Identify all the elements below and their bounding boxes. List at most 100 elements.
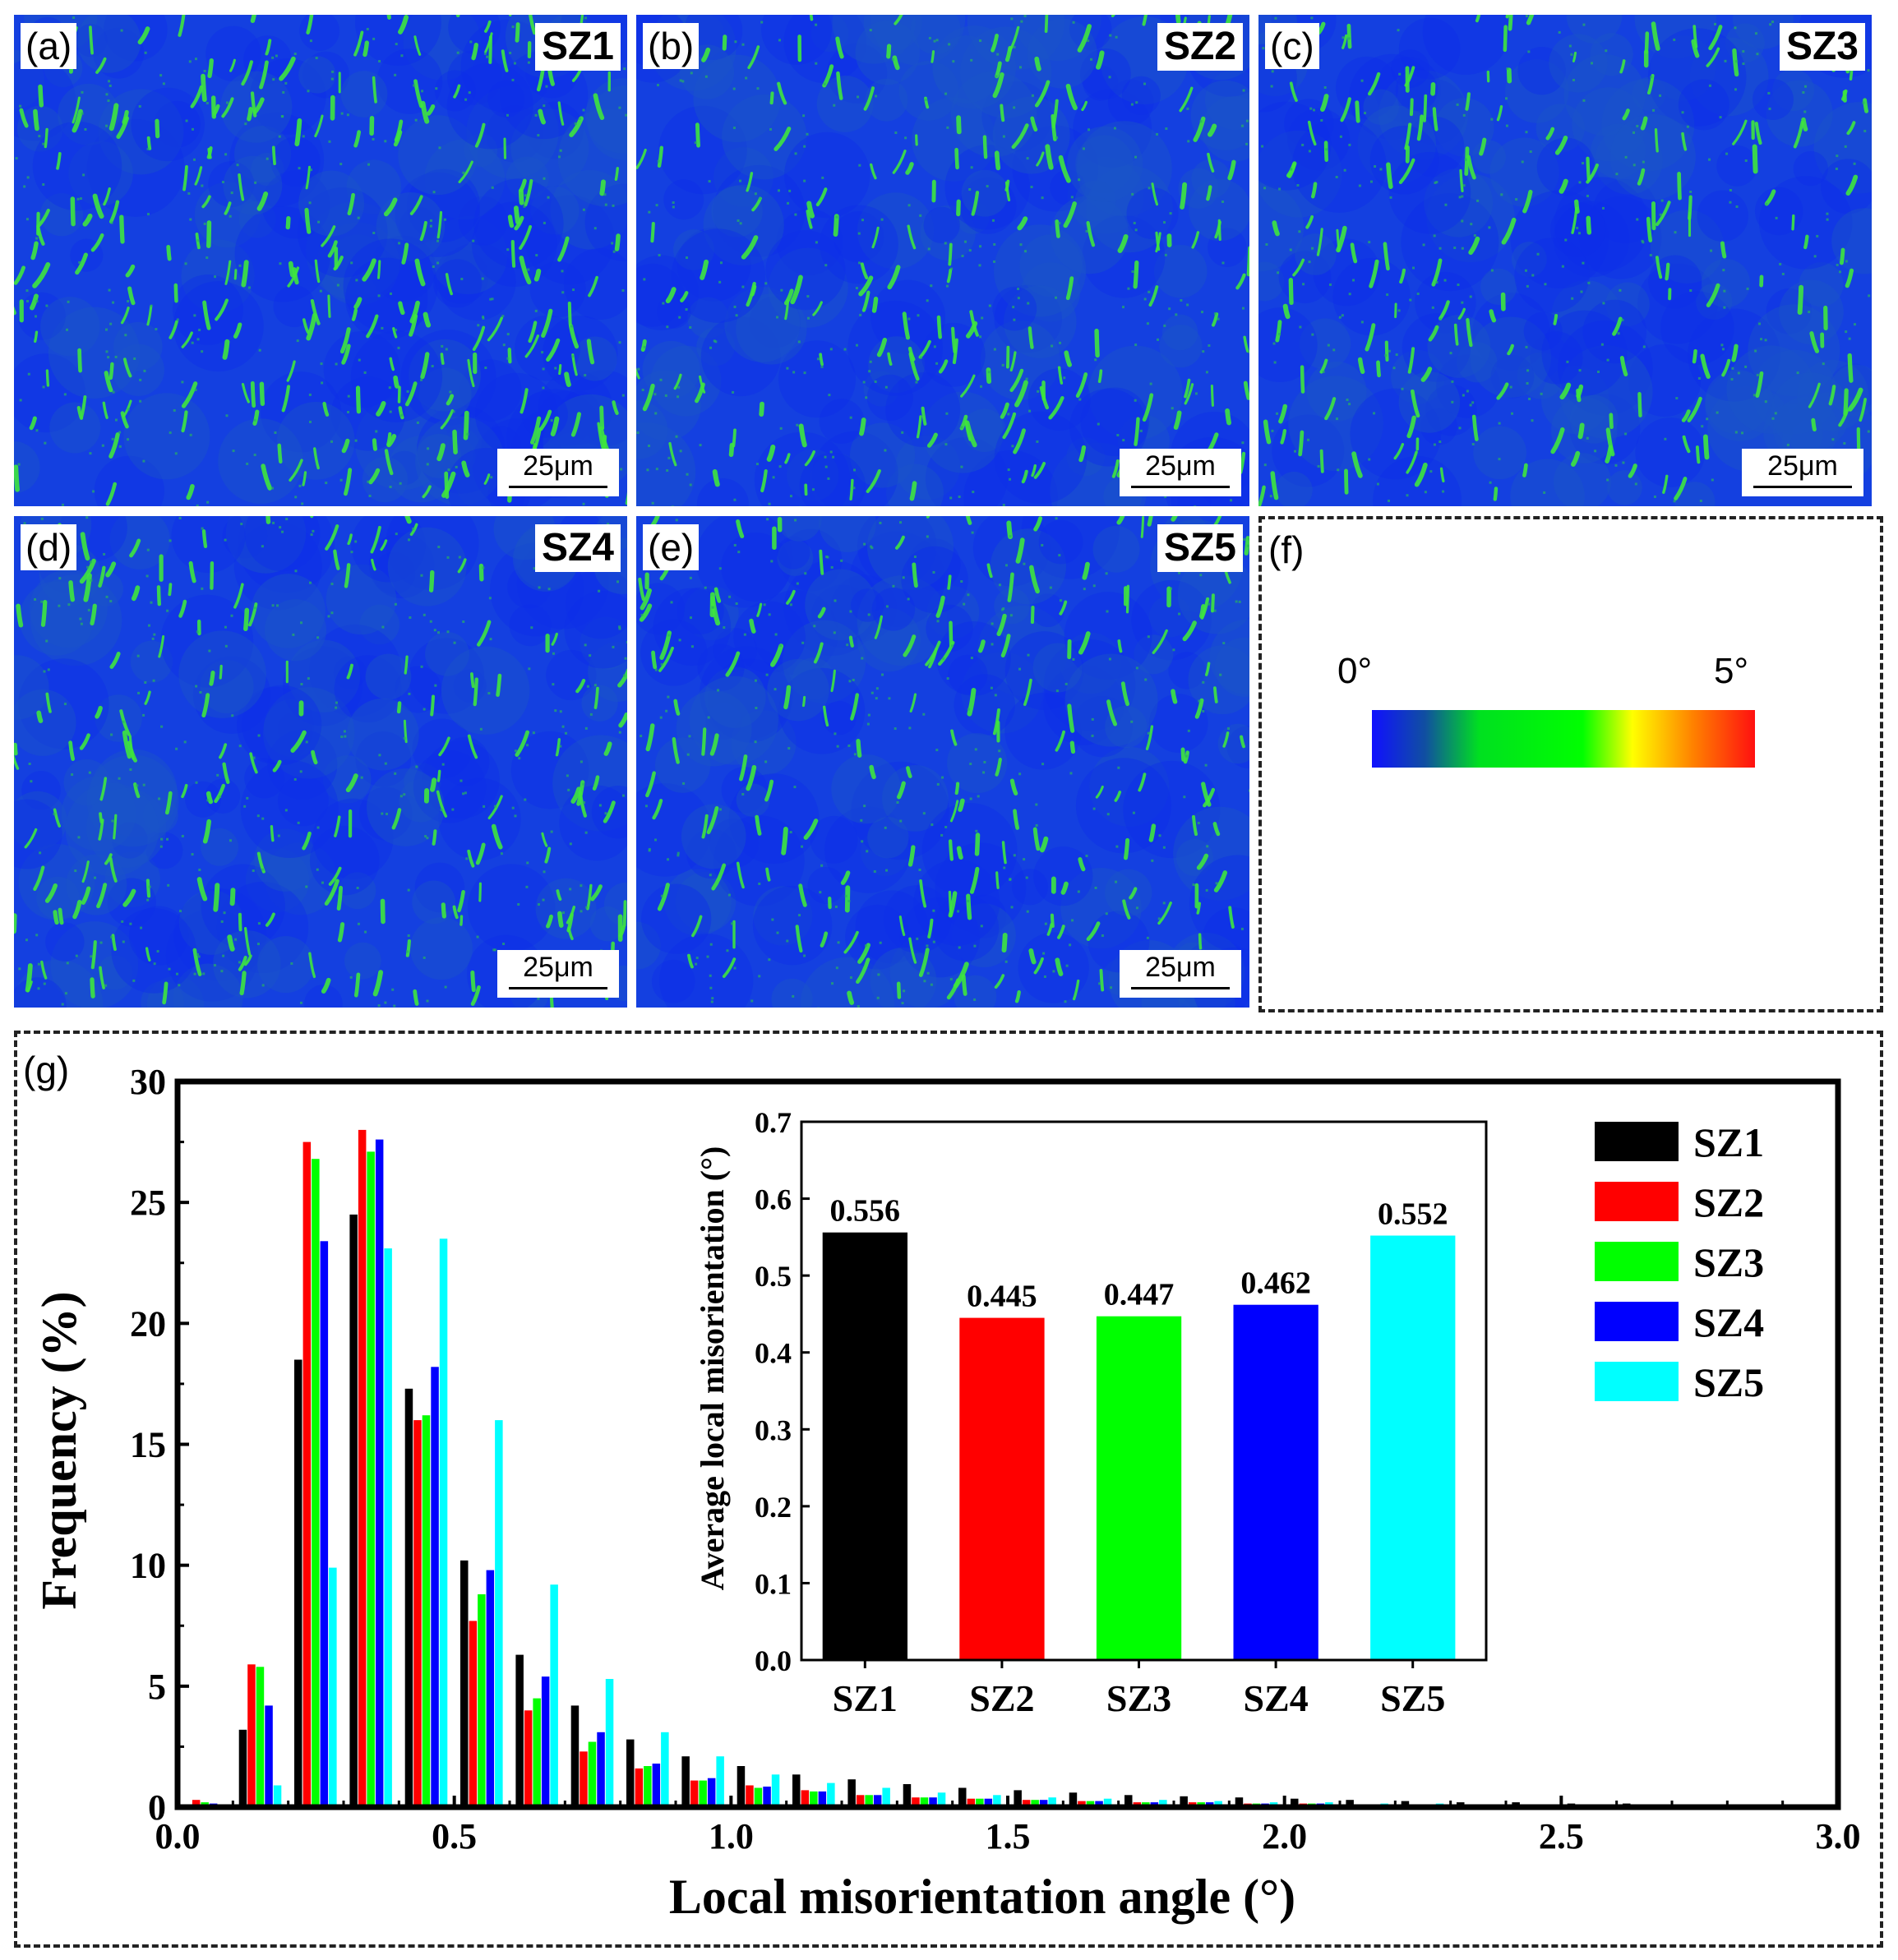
histogram-bar-sz4 (763, 1787, 771, 1807)
histogram-bar-sz2 (192, 1800, 201, 1807)
histogram-bar-sz5 (937, 1792, 946, 1807)
inset-category-label: SZ5 (1380, 1677, 1445, 1719)
histogram-bar-sz3 (976, 1798, 984, 1807)
y-tick-label: 10 (130, 1546, 166, 1586)
histogram-bar-sz2 (1022, 1800, 1031, 1807)
inset-y-tick-label: 0.7 (755, 1106, 792, 1139)
inset-value-label: 0.445 (967, 1280, 1037, 1314)
histogram-bar-sz2 (524, 1710, 533, 1807)
scale-bar: 25μm (1120, 950, 1241, 998)
legend-swatch-sz2 (1595, 1182, 1679, 1221)
histogram-bar-sz5 (993, 1795, 1001, 1807)
histogram-bar-sz2 (967, 1798, 976, 1807)
misorientation-map-image (14, 15, 627, 506)
histogram-bar-sz1 (737, 1766, 746, 1807)
histogram-bar-sz1 (1235, 1797, 1244, 1807)
histogram-bar-sz3 (478, 1594, 486, 1807)
scale-bar-label: 25μm (1767, 450, 1838, 482)
misorientation-map-image (14, 516, 627, 1008)
scale-bar-label: 25μm (1145, 450, 1216, 482)
colorbar-max-label: 5° (1714, 651, 1749, 691)
histogram-bar-sz5 (439, 1238, 448, 1807)
inset-y-tick-label: 0.1 (755, 1567, 792, 1600)
y-tick-label: 0 (148, 1787, 166, 1828)
histogram-bar-sz2 (580, 1751, 588, 1807)
inset-category-label: SZ4 (1243, 1677, 1308, 1719)
inset-bar-sz5 (1370, 1235, 1456, 1660)
histogram-bar-sz5 (550, 1584, 558, 1807)
y-tick-label: 15 (130, 1425, 166, 1465)
histogram-bar-sz4 (486, 1570, 495, 1807)
scale-bar: 25μm (497, 950, 619, 998)
map-panel-sz3: (c) SZ3 25μm (1258, 15, 1872, 506)
map-panel-sz1: (a) SZ1 25μm (14, 15, 627, 506)
histogram-bar-sz3 (588, 1741, 597, 1807)
histogram-bars (183, 1129, 1831, 1807)
inset-value-label: 0.552 (1378, 1197, 1448, 1231)
histogram-bar-sz1 (1401, 1801, 1410, 1807)
histogram-bar-sz1 (570, 1705, 580, 1807)
histogram-bar-sz2 (801, 1790, 810, 1807)
histogram-bar-sz5 (329, 1567, 337, 1807)
histogram-bar-sz5 (605, 1679, 614, 1807)
histogram-bar-sz1 (1069, 1792, 1078, 1807)
histogram-bar-sz3 (256, 1667, 265, 1807)
histogram-bar-sz3 (920, 1797, 929, 1807)
histogram-panel (14, 1031, 1883, 1948)
histogram-bar-sz1 (1291, 1798, 1299, 1807)
panel-label: (g) (23, 1049, 69, 1091)
histogram-bar-sz5 (771, 1774, 780, 1807)
legend-swatch-sz1 (1595, 1122, 1679, 1161)
inset-bar-sz4 (1233, 1304, 1318, 1660)
legend-label-sz1: SZ1 (1693, 1119, 1764, 1165)
histogram-bar-sz3 (699, 1780, 707, 1807)
panel-sample-name: SZ5 (1157, 524, 1243, 572)
y-tick-label: 25 (130, 1183, 166, 1223)
histogram-bar-sz1 (958, 1787, 967, 1807)
histogram-bar-sz4 (431, 1367, 439, 1807)
histogram-bar-sz4 (707, 1778, 716, 1807)
histogram-bar-sz3 (367, 1151, 375, 1807)
histogram-bar-sz3 (1086, 1801, 1095, 1807)
colorbar-panel: (f) 0° 5° (1258, 516, 1883, 1012)
histogram-bar-sz2 (912, 1797, 920, 1807)
histogram-bar-sz1 (903, 1784, 912, 1807)
histogram-bar-sz2 (635, 1768, 644, 1807)
inset-bar-sz1 (822, 1232, 907, 1660)
histogram-bar-sz1 (847, 1779, 856, 1807)
histogram-bar-sz2 (690, 1780, 699, 1807)
histogram-bar-sz1 (1014, 1790, 1022, 1807)
panel-sample-name: SZ3 (1779, 23, 1865, 71)
panel-label: (f) (1268, 528, 1305, 571)
x-tick-label: 3.0 (1816, 1816, 1861, 1856)
histogram-bar-sz2 (247, 1664, 256, 1807)
scale-bar-label: 25μm (523, 952, 593, 983)
histogram-bar-sz2 (413, 1420, 422, 1807)
panel-label: (e) (643, 524, 700, 570)
scale-bar: 25μm (1742, 449, 1863, 496)
inset-y-tick-label: 0.3 (755, 1414, 792, 1446)
inset-y-tick-label: 0.0 (755, 1644, 792, 1677)
histogram-bar-sz2 (469, 1621, 478, 1807)
histogram-bar-sz5 (495, 1420, 503, 1807)
panel-label: (a) (21, 23, 77, 69)
histogram-bar-sz4 (375, 1139, 384, 1807)
histogram-bar-sz5 (661, 1732, 669, 1807)
histogram-bar-sz4 (1039, 1800, 1048, 1807)
histogram-bar-sz1 (294, 1359, 302, 1807)
histogram-bar-sz3 (810, 1791, 818, 1807)
map-panel-sz2: (b) SZ2 25μm (636, 15, 1249, 506)
histogram-bar-sz4 (818, 1791, 827, 1807)
inset-y-axis-label: Average local misorientation (°) (694, 1146, 731, 1591)
inset-y-tick-label: 0.5 (755, 1260, 792, 1293)
histogram-bar-sz4 (984, 1798, 993, 1807)
histogram-bar-sz1 (792, 1774, 801, 1807)
histogram-bar-sz5 (1214, 1801, 1222, 1807)
histogram-bar-sz4 (597, 1732, 605, 1807)
histogram-bar-sz1 (626, 1739, 635, 1807)
inset-value-label: 0.447 (1104, 1278, 1175, 1312)
panel-label: (d) (21, 524, 77, 570)
inset-value-label: 0.462 (1240, 1266, 1311, 1301)
scale-bar: 25μm (497, 449, 619, 496)
panel-sample-name: SZ4 (534, 524, 621, 572)
